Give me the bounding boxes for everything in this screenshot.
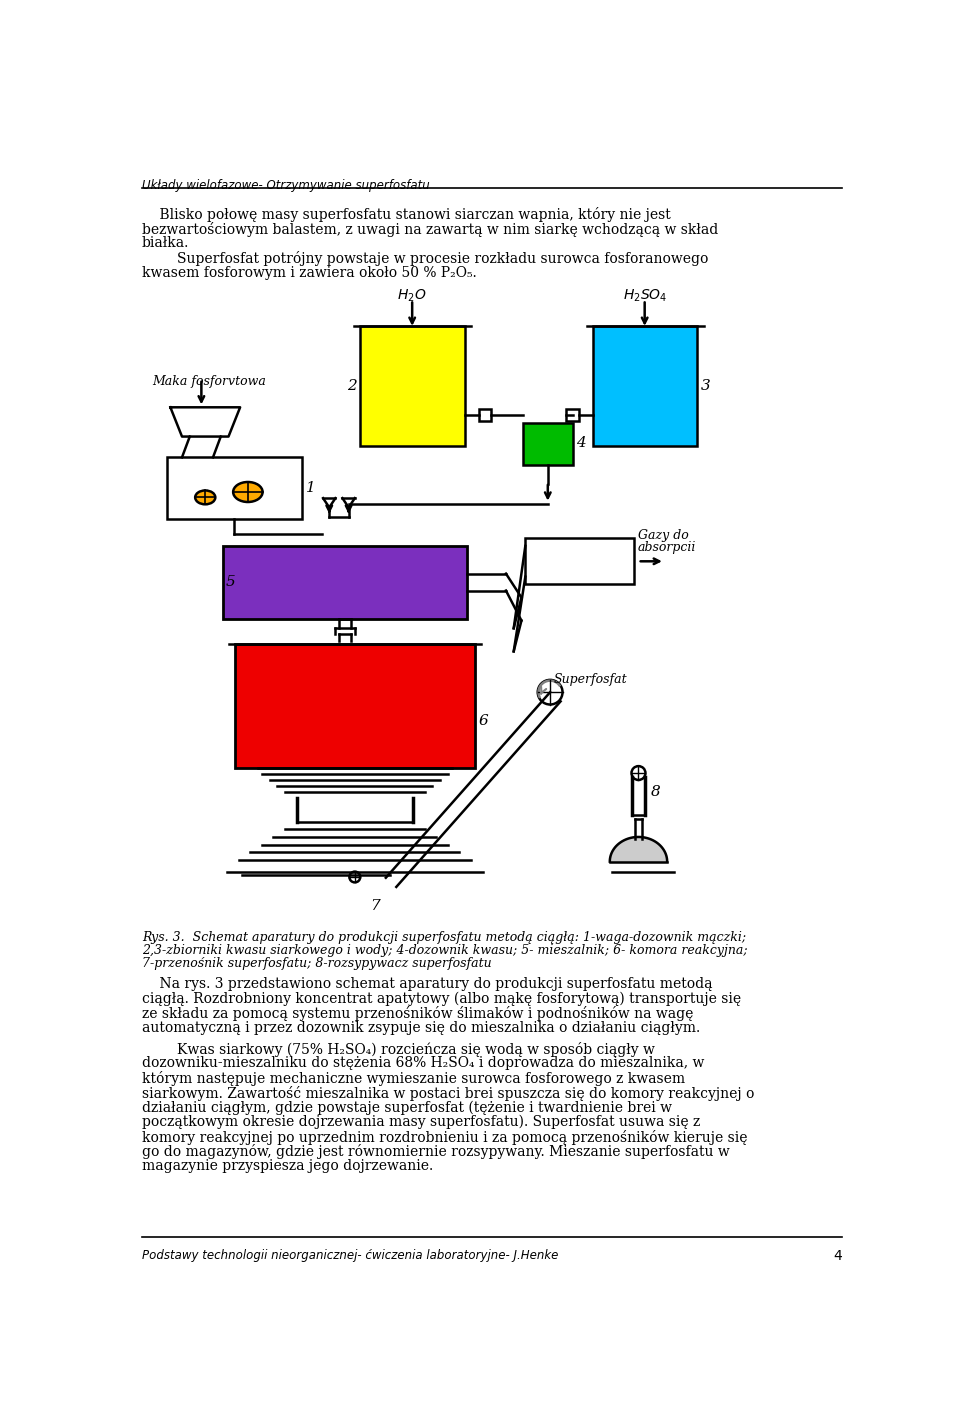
Text: $H_2O$: $H_2O$ <box>397 288 427 305</box>
Text: komory reakcyjnej po uprzednim rozdrobnieniu i za pomocą przenośników kieruje si: komory reakcyjnej po uprzednim rozdrobni… <box>142 1130 747 1145</box>
Text: 2,3-zbiorniki kwasu siarkowego i wody; 4-dozownik kwasu; 5- mieszalnik; 6- komor: 2,3-zbiorniki kwasu siarkowego i wody; 4… <box>142 944 747 957</box>
Text: Maka fosforvtowa: Maka fosforvtowa <box>153 375 267 388</box>
Text: 4: 4 <box>576 437 587 451</box>
Text: Kwas siarkowy (75% H₂SO₄) rozcieńcza się wodą w sposób ciągły w: Kwas siarkowy (75% H₂SO₄) rozcieńcza się… <box>142 1041 655 1057</box>
Ellipse shape <box>195 490 215 504</box>
Text: $H_2SO_4$: $H_2SO_4$ <box>622 288 667 305</box>
Text: 8: 8 <box>651 784 660 798</box>
Ellipse shape <box>233 482 263 502</box>
Text: go do magazynów, gdzie jest równomiernie rozsypywany. Mieszanie superfosfatu w: go do magazynów, gdzie jest równomiernie… <box>142 1144 730 1159</box>
Circle shape <box>538 680 563 704</box>
Text: ze składu za pomocą systemu przenośników ślimaków i podnośników na wagę: ze składu za pomocą systemu przenośników… <box>142 1006 693 1021</box>
Bar <box>592 326 697 445</box>
Bar <box>479 409 492 422</box>
Text: którym następuje mechaniczne wymieszanie surowca fosforowego z kwasem: którym następuje mechaniczne wymieszanie… <box>142 1071 684 1086</box>
Text: Układy wielofazowe- Otrzymywanie superfosfatu: Układy wielofazowe- Otrzymywanie superfo… <box>142 180 429 192</box>
Text: 7-przenośnik superfosfatu; 8-rozsypywacz superfosfatu: 7-przenośnik superfosfatu; 8-rozsypywacz… <box>142 957 492 969</box>
Text: 5: 5 <box>226 575 235 589</box>
Text: Superfosfat: Superfosfat <box>554 673 628 686</box>
Text: Rys. 3.  Schemat aparatury do produkcji superfosfatu metodą ciągłą: 1-waga-dozow: Rys. 3. Schemat aparatury do produkcji s… <box>142 932 746 944</box>
Text: dozowniku-mieszalniku do stężenia 68% H₂SO₄ i doprowadza do mieszalnika, w: dozowniku-mieszalniku do stężenia 68% H₂… <box>142 1057 704 1071</box>
Text: działaniu ciągłym, gdzie powstaje superfosfat (tężenie i twardnienie brei w: działaniu ciągłym, gdzie powstaje superf… <box>142 1100 672 1114</box>
Bar <box>525 538 634 584</box>
Text: 3: 3 <box>701 379 711 393</box>
Text: 1: 1 <box>306 481 316 495</box>
Polygon shape <box>610 837 667 861</box>
Text: 7: 7 <box>371 899 380 913</box>
Bar <box>523 423 573 465</box>
Text: Gazy do: Gazy do <box>637 528 688 542</box>
Circle shape <box>632 766 645 780</box>
Circle shape <box>349 871 360 882</box>
Text: bezwartościowym balastem, z uwagi na zawartą w nim siarkę wchodzącą w skład: bezwartościowym balastem, z uwagi na zaw… <box>142 222 718 236</box>
Text: Na rys. 3 przedstawiono schemat aparatury do produkcji superfosfatu metodą: Na rys. 3 przedstawiono schemat aparatur… <box>142 976 712 991</box>
Text: 4: 4 <box>833 1249 842 1263</box>
Text: Podstawy technologii nieorganicznej- ćwiczenia laboratoryjne- J.Henke: Podstawy technologii nieorganicznej- ćwi… <box>142 1249 558 1262</box>
Text: Superfosfat potrójny powstaje w procesie rozkładu surowca fosforanowego: Superfosfat potrójny powstaje w procesie… <box>142 251 708 266</box>
Text: 2: 2 <box>347 379 356 393</box>
Text: kwasem fosforowym i zawiera około 50 % P₂O₅.: kwasem fosforowym i zawiera około 50 % P… <box>142 266 476 280</box>
Text: automatyczną i przez dozownik zsypuje się do mieszalnika o działaniu ciągłym.: automatyczną i przez dozownik zsypuje si… <box>142 1021 700 1035</box>
Text: białka.: białka. <box>142 236 189 250</box>
Bar <box>166 458 302 518</box>
Bar <box>566 409 579 422</box>
Bar <box>223 547 468 620</box>
Text: początkowym okresie dojrzewania masy superfosfatu). Superfosfat usuwa się z: początkowym okresie dojrzewania masy sup… <box>142 1116 700 1130</box>
Text: absorpcii: absorpcii <box>637 541 696 555</box>
Text: 6: 6 <box>479 715 489 728</box>
Text: Blisko połowę masy superfosfatu stanowi siarczan wapnia, który nie jest: Blisko połowę masy superfosfatu stanowi … <box>142 207 670 222</box>
Bar <box>360 326 465 445</box>
Text: siarkowym. Zawartość mieszalnika w postaci brei spuszcza się do komory reakcyjne: siarkowym. Zawartość mieszalnika w posta… <box>142 1086 754 1100</box>
Bar <box>234 645 475 767</box>
Text: ciągłą. Rozdrobniony koncentrat apatytowy (albo mąkę fosforytową) transportuje s: ciągłą. Rozdrobniony koncentrat apatytow… <box>142 992 741 1006</box>
Text: magazynie przyspiesza jego dojrzewanie.: magazynie przyspiesza jego dojrzewanie. <box>142 1159 433 1173</box>
